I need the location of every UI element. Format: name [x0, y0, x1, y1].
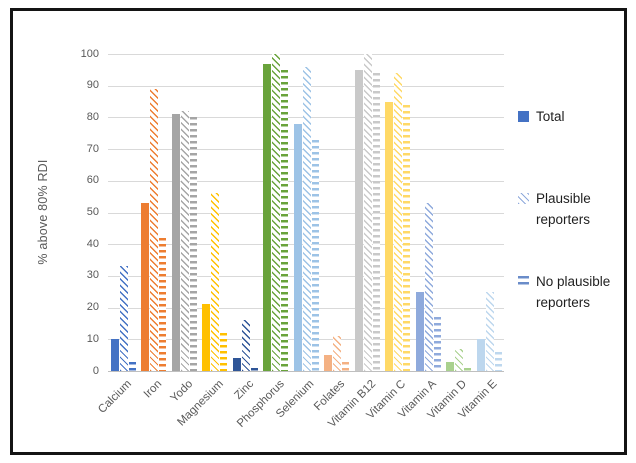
y-axis-tick: 10	[86, 332, 99, 345]
y-axis-tick: 0	[92, 364, 99, 377]
bar-vitamin-d-plausible-reporters	[455, 348, 464, 371]
bar-vitamin-b12-plausible-reporters	[363, 54, 372, 371]
y-axis-tick: 20	[86, 301, 99, 314]
category-group-selenium: Selenium	[275, 54, 321, 420]
y-axis-tick: 60	[86, 174, 99, 187]
bar-magnesium-plausible-reporters	[211, 193, 220, 371]
category-group-yodo: Yodo	[168, 54, 199, 405]
legend-marker-horizontal-dashes	[518, 276, 529, 287]
y-axis-title: % above 80% RDI	[36, 159, 50, 265]
chart-frame: % above 80% RDI 0 10 20 30 40 50 60 70 80 90 100 C…	[10, 8, 627, 455]
bar-selenium-plausible-reporters	[302, 66, 311, 371]
bar-magnesium-no-plausible-reporters	[220, 332, 228, 371]
bar-vitamin-b12-no-plausible-reporters	[372, 73, 380, 371]
bar-selenium-total	[293, 123, 302, 371]
y-axis-tick: 80	[86, 110, 99, 123]
bar-yodo-plausible-reporters	[180, 111, 189, 371]
bar-vitamin-e-plausible-reporters	[485, 291, 494, 371]
x-axis-label: Zinc	[232, 378, 257, 402]
bar-phosphorus-plausible-reporters	[272, 54, 281, 371]
bar-phosphorus-no-plausible-reporters	[281, 69, 289, 371]
category-group-iron: Iron	[138, 54, 168, 401]
bar-calcium-total	[111, 339, 119, 371]
legend-label: Plausible reporters	[536, 191, 591, 227]
bar-yodo-total	[171, 114, 180, 371]
bar-zinc-plausible-reporters	[241, 320, 250, 371]
category-group-vitamin-e: Vitamin E	[457, 54, 504, 421]
y-axis: 0 10 20 30 40 50 60 70 80 90 100	[61, 48, 99, 377]
x-axis-label: Calcium	[96, 378, 135, 416]
bar-vitamin-a-total	[415, 291, 424, 371]
y-axis-tick: 70	[86, 142, 99, 155]
legend-label: No plausible reporters	[536, 274, 611, 310]
bar-vitamin-d-total	[446, 361, 455, 371]
plot-area: Calcium Iron Yodo Magnesium Zinc Phosphorus Se…	[96, 54, 504, 430]
x-axis-label: Iron	[142, 378, 165, 401]
bar-vitamin-c-no-plausible-reporters	[403, 104, 411, 371]
x-axis-label: Yodo	[168, 378, 196, 405]
bar-phosphorus-total	[263, 63, 272, 371]
bar-calcium-no-plausible-reporters	[129, 361, 136, 371]
bar-folates-plausible-reporters	[333, 336, 342, 371]
bar-vitamin-e-total	[476, 339, 485, 371]
gridline	[108, 54, 504, 55]
y-axis-tick: 100	[80, 47, 99, 60]
category-group-vitamin-c: Vitamin C	[365, 54, 412, 422]
category-group-zinc: Zinc	[230, 54, 260, 402]
legend-marker-solid	[518, 111, 529, 122]
category-group-vitamin-a: Vitamin A	[396, 54, 443, 421]
bar-vitamin-d-no-plausible-reporters	[464, 367, 472, 371]
legend-label: Total	[536, 109, 565, 124]
legend-marker-diagonal-stripes	[518, 193, 529, 204]
bar-calcium-plausible-reporters	[120, 266, 128, 371]
bar-zinc-total	[232, 358, 241, 371]
bar-iron-no-plausible-reporters	[159, 237, 167, 371]
category-group-vitamin-d: Vitamin D	[426, 54, 473, 422]
bar-vitamin-b12-total	[354, 69, 363, 371]
y-axis-tick: 90	[86, 79, 99, 92]
bar-iron-total	[141, 203, 150, 371]
bar-vitamin-e-no-plausible-reporters	[494, 351, 502, 371]
y-axis-tick: 40	[86, 237, 99, 250]
bar-vitamin-a-no-plausible-reporters	[433, 317, 441, 371]
bar-vitamin-c-total	[385, 101, 394, 371]
legend-item-total: Total	[518, 107, 565, 128]
legend-item-no-plausible-reporters: No plausible reporters	[518, 272, 636, 314]
bar-folates-no-plausible-reporters	[342, 361, 350, 371]
bar-selenium-no-plausible-reporters	[311, 139, 319, 371]
bar-zinc-no-plausible-reporters	[250, 367, 258, 371]
legend-item-plausible-reporters: Plausible reporters	[518, 189, 636, 231]
bar-folates-total	[324, 355, 333, 371]
bar-vitamin-a-plausible-reporters	[424, 203, 433, 371]
category-group-folates: Folates	[312, 54, 351, 413]
bar-magnesium-total	[202, 304, 211, 371]
category-group-phosphorus: Phosphorus	[235, 54, 290, 430]
y-axis-tick: 50	[86, 206, 99, 218]
category-group-magnesium: Magnesium	[175, 54, 229, 429]
bar-iron-plausible-reporters	[150, 88, 159, 371]
y-axis-tick: 30	[86, 269, 99, 282]
category-group-calcium: Calcium	[96, 54, 138, 416]
bar-vitamin-c-plausible-reporters	[394, 73, 403, 371]
category-group-vitamin-b12: Vitamin B12	[326, 54, 382, 430]
bar-yodo-no-plausible-reporters	[189, 117, 197, 371]
